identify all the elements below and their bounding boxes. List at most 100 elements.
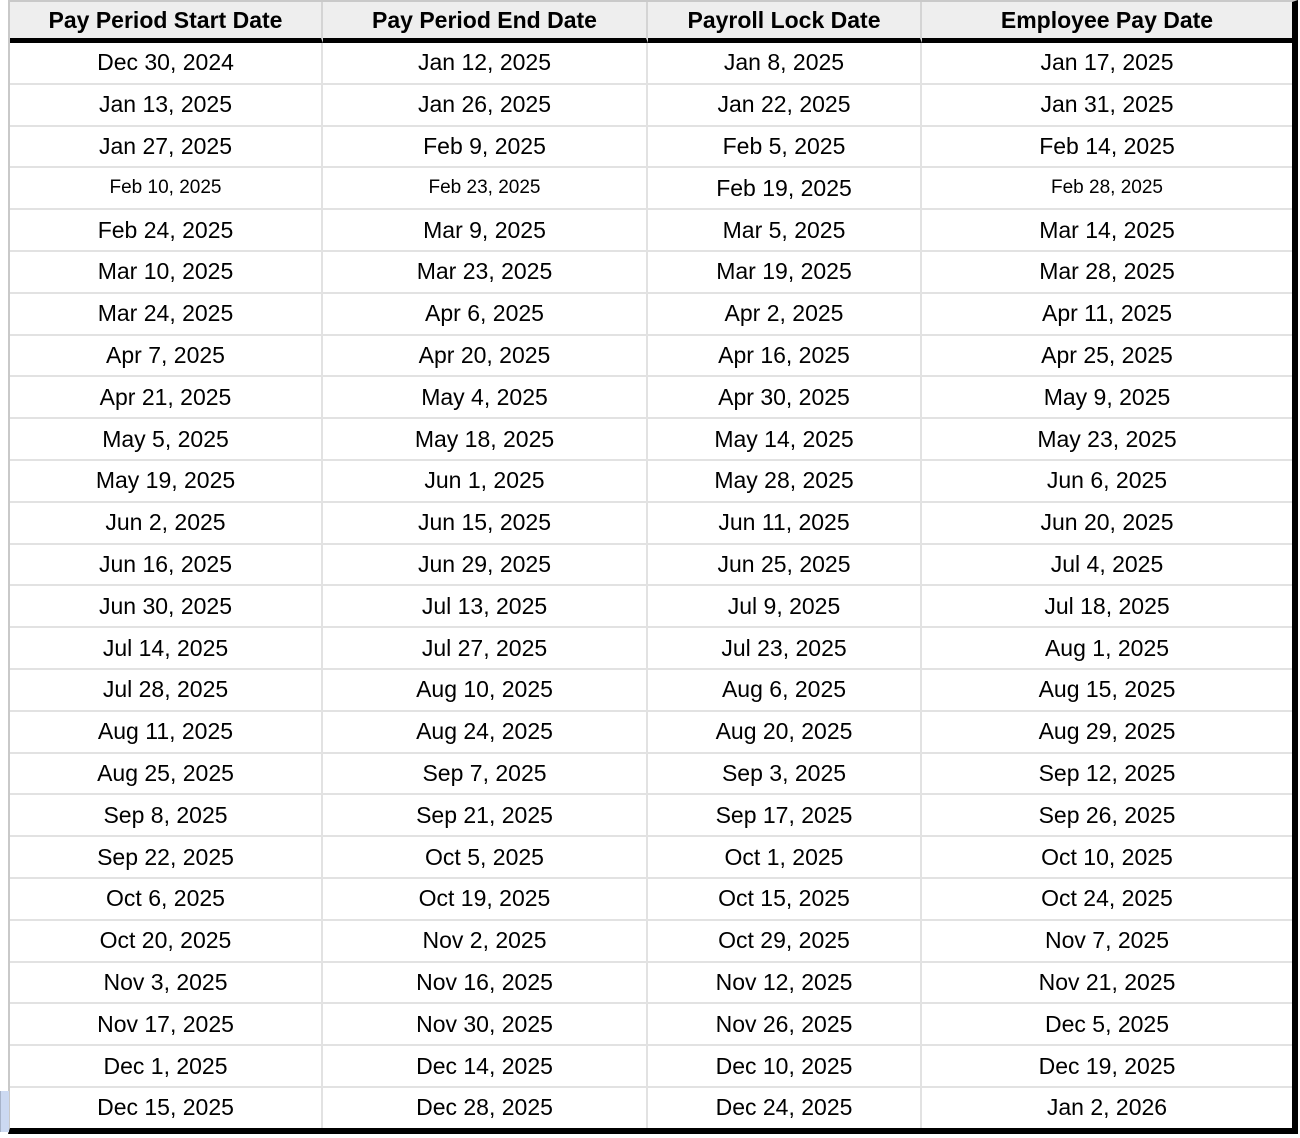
cell-pay-period-end-date[interactable]: Jul 27, 2025 <box>323 628 648 670</box>
cell-pay-period-end-date[interactable]: Jun 1, 2025 <box>323 460 648 503</box>
cell-payroll-lock-date[interactable]: Oct 29, 2025 <box>648 920 922 963</box>
cell-payroll-lock-date[interactable]: Jul 9, 2025 <box>648 586 922 629</box>
cell-payroll-lock-date[interactable]: Oct 1, 2025 <box>648 837 922 879</box>
cell-employee-pay-date[interactable]: Jun 6, 2025 <box>922 460 1292 503</box>
cell-pay-period-end-date[interactable]: Feb 9, 2025 <box>323 126 648 169</box>
cell-pay-period-start-date[interactable]: Dec 1, 2025 <box>10 1046 323 1088</box>
cell-payroll-lock-date[interactable]: Jan 22, 2025 <box>648 84 922 127</box>
cell-employee-pay-date[interactable]: Apr 25, 2025 <box>922 335 1292 378</box>
cell-payroll-lock-date[interactable]: Sep 17, 2025 <box>648 795 922 838</box>
cell-payroll-lock-date[interactable]: Feb 5, 2025 <box>648 126 922 169</box>
cell-employee-pay-date[interactable]: May 23, 2025 <box>922 419 1292 461</box>
cell-payroll-lock-date[interactable]: Apr 16, 2025 <box>648 335 922 378</box>
cell-pay-period-start-date[interactable]: Jun 16, 2025 <box>10 544 323 587</box>
cell-pay-period-end-date[interactable]: Oct 5, 2025 <box>323 837 648 879</box>
cell-pay-period-start-date[interactable]: Apr 7, 2025 <box>10 335 323 378</box>
cell-payroll-lock-date[interactable]: Apr 2, 2025 <box>648 293 922 336</box>
cell-employee-pay-date[interactable]: Aug 1, 2025 <box>922 628 1292 670</box>
cell-pay-period-end-date[interactable]: Sep 21, 2025 <box>323 795 648 838</box>
cell-pay-period-end-date[interactable]: Dec 14, 2025 <box>323 1046 648 1088</box>
cell-pay-period-end-date[interactable]: Apr 6, 2025 <box>323 293 648 336</box>
cell-pay-period-end-date[interactable]: Apr 20, 2025 <box>323 335 648 378</box>
cell-pay-period-start-date[interactable]: Feb 24, 2025 <box>10 210 323 252</box>
cell-pay-period-end-date[interactable]: Jun 15, 2025 <box>323 502 648 545</box>
cell-pay-period-end-date[interactable]: Jul 13, 2025 <box>323 586 648 629</box>
cell-pay-period-start-date[interactable]: May 5, 2025 <box>10 419 323 461</box>
cell-pay-period-start-date[interactable]: Dec 15, 2025 <box>10 1087 323 1128</box>
cell-pay-period-start-date[interactable]: Apr 21, 2025 <box>10 377 323 420</box>
cell-pay-period-start-date[interactable]: Sep 8, 2025 <box>10 795 323 838</box>
cell-employee-pay-date[interactable]: Mar 14, 2025 <box>922 210 1292 252</box>
cell-payroll-lock-date[interactable]: Aug 6, 2025 <box>648 669 922 712</box>
cell-payroll-lock-date[interactable]: Jul 23, 2025 <box>648 628 922 670</box>
cell-employee-pay-date[interactable]: Apr 11, 2025 <box>922 293 1292 336</box>
cell-employee-pay-date[interactable]: Aug 29, 2025 <box>922 711 1292 754</box>
cell-payroll-lock-date[interactable]: May 28, 2025 <box>648 460 922 503</box>
cell-employee-pay-date[interactable]: Jan 31, 2025 <box>922 84 1292 127</box>
cell-payroll-lock-date[interactable]: Dec 24, 2025 <box>648 1087 922 1128</box>
column-header-payroll-lock-date[interactable]: Payroll Lock Date <box>648 2 922 43</box>
cell-employee-pay-date[interactable]: Oct 10, 2025 <box>922 837 1292 879</box>
cell-pay-period-start-date[interactable]: Jun 2, 2025 <box>10 502 323 545</box>
cell-employee-pay-date[interactable]: Jan 17, 2025 <box>922 43 1292 85</box>
cell-pay-period-end-date[interactable]: Nov 30, 2025 <box>323 1004 648 1047</box>
cell-payroll-lock-date[interactable]: Jun 11, 2025 <box>648 502 922 545</box>
cell-employee-pay-date[interactable]: Mar 28, 2025 <box>922 251 1292 294</box>
cell-pay-period-end-date[interactable]: Sep 7, 2025 <box>323 753 648 796</box>
cell-employee-pay-date[interactable]: Feb 28, 2025 <box>922 168 1292 211</box>
cell-payroll-lock-date[interactable]: Oct 15, 2025 <box>648 878 922 921</box>
cell-pay-period-start-date[interactable]: Jun 30, 2025 <box>10 586 323 629</box>
cell-employee-pay-date[interactable]: Oct 24, 2025 <box>922 878 1292 921</box>
cell-pay-period-end-date[interactable]: May 4, 2025 <box>323 377 648 420</box>
cell-pay-period-end-date[interactable]: Nov 16, 2025 <box>323 962 648 1005</box>
cell-pay-period-end-date[interactable]: Aug 10, 2025 <box>323 669 648 712</box>
cell-pay-period-start-date[interactable]: Sep 22, 2025 <box>10 837 323 879</box>
cell-payroll-lock-date[interactable]: Jan 8, 2025 <box>648 43 922 85</box>
cell-payroll-lock-date[interactable]: May 14, 2025 <box>648 419 922 461</box>
cell-pay-period-start-date[interactable]: May 19, 2025 <box>10 460 323 503</box>
cell-employee-pay-date[interactable]: Jul 4, 2025 <box>922 544 1292 587</box>
cell-employee-pay-date[interactable]: Jan 2, 2026 <box>922 1087 1292 1128</box>
cell-pay-period-start-date[interactable]: Oct 20, 2025 <box>10 920 323 963</box>
cell-payroll-lock-date[interactable]: Mar 5, 2025 <box>648 210 922 252</box>
cell-pay-period-end-date[interactable]: Mar 9, 2025 <box>323 210 648 252</box>
cell-pay-period-start-date[interactable]: Nov 3, 2025 <box>10 962 323 1005</box>
cell-employee-pay-date[interactable]: May 9, 2025 <box>922 377 1292 420</box>
cell-pay-period-end-date[interactable]: Jun 29, 2025 <box>323 544 648 587</box>
cell-pay-period-end-date[interactable]: May 18, 2025 <box>323 419 648 461</box>
cell-employee-pay-date[interactable]: Sep 12, 2025 <box>922 753 1292 796</box>
cell-pay-period-end-date[interactable]: Jan 26, 2025 <box>323 84 648 127</box>
cell-employee-pay-date[interactable]: Jun 20, 2025 <box>922 502 1292 545</box>
cell-payroll-lock-date[interactable]: Sep 3, 2025 <box>648 753 922 796</box>
cell-pay-period-end-date[interactable]: Feb 23, 2025 <box>323 168 648 211</box>
cell-pay-period-end-date[interactable]: Oct 19, 2025 <box>323 878 648 921</box>
cell-payroll-lock-date[interactable]: Dec 10, 2025 <box>648 1046 922 1088</box>
cell-pay-period-start-date[interactable]: Jan 27, 2025 <box>10 126 323 169</box>
cell-pay-period-end-date[interactable]: Aug 24, 2025 <box>323 711 648 754</box>
cell-pay-period-end-date[interactable]: Jan 12, 2025 <box>323 43 648 85</box>
cell-pay-period-end-date[interactable]: Nov 2, 2025 <box>323 920 648 963</box>
cell-pay-period-end-date[interactable]: Mar 23, 2025 <box>323 251 648 294</box>
cell-pay-period-start-date[interactable]: Mar 10, 2025 <box>10 251 323 294</box>
cell-payroll-lock-date[interactable]: Apr 30, 2025 <box>648 377 922 420</box>
cell-payroll-lock-date[interactable]: Aug 20, 2025 <box>648 711 922 754</box>
cell-employee-pay-date[interactable]: Sep 26, 2025 <box>922 795 1292 838</box>
cell-employee-pay-date[interactable]: Nov 21, 2025 <box>922 962 1292 1005</box>
cell-payroll-lock-date[interactable]: Feb 19, 2025 <box>648 168 922 211</box>
cell-payroll-lock-date[interactable]: Jun 25, 2025 <box>648 544 922 587</box>
cell-pay-period-start-date[interactable]: Jul 28, 2025 <box>10 669 323 712</box>
cell-payroll-lock-date[interactable]: Mar 19, 2025 <box>648 251 922 294</box>
cell-employee-pay-date[interactable]: Nov 7, 2025 <box>922 920 1292 963</box>
cell-pay-period-start-date[interactable]: Oct 6, 2025 <box>10 878 323 921</box>
column-header-employee-pay-date[interactable]: Employee Pay Date <box>922 2 1292 43</box>
cell-payroll-lock-date[interactable]: Nov 12, 2025 <box>648 962 922 1005</box>
cell-pay-period-end-date[interactable]: Dec 28, 2025 <box>323 1087 648 1128</box>
cell-pay-period-start-date[interactable]: Aug 25, 2025 <box>10 753 323 796</box>
cell-payroll-lock-date[interactable]: Nov 26, 2025 <box>648 1004 922 1047</box>
cell-pay-period-start-date[interactable]: Dec 30, 2024 <box>10 43 323 85</box>
cell-pay-period-start-date[interactable]: Jul 14, 2025 <box>10 628 323 670</box>
cell-employee-pay-date[interactable]: Dec 19, 2025 <box>922 1046 1292 1088</box>
cell-pay-period-start-date[interactable]: Mar 24, 2025 <box>10 293 323 336</box>
cell-pay-period-start-date[interactable]: Jan 13, 2025 <box>10 84 323 127</box>
cell-pay-period-start-date[interactable]: Nov 17, 2025 <box>10 1004 323 1047</box>
